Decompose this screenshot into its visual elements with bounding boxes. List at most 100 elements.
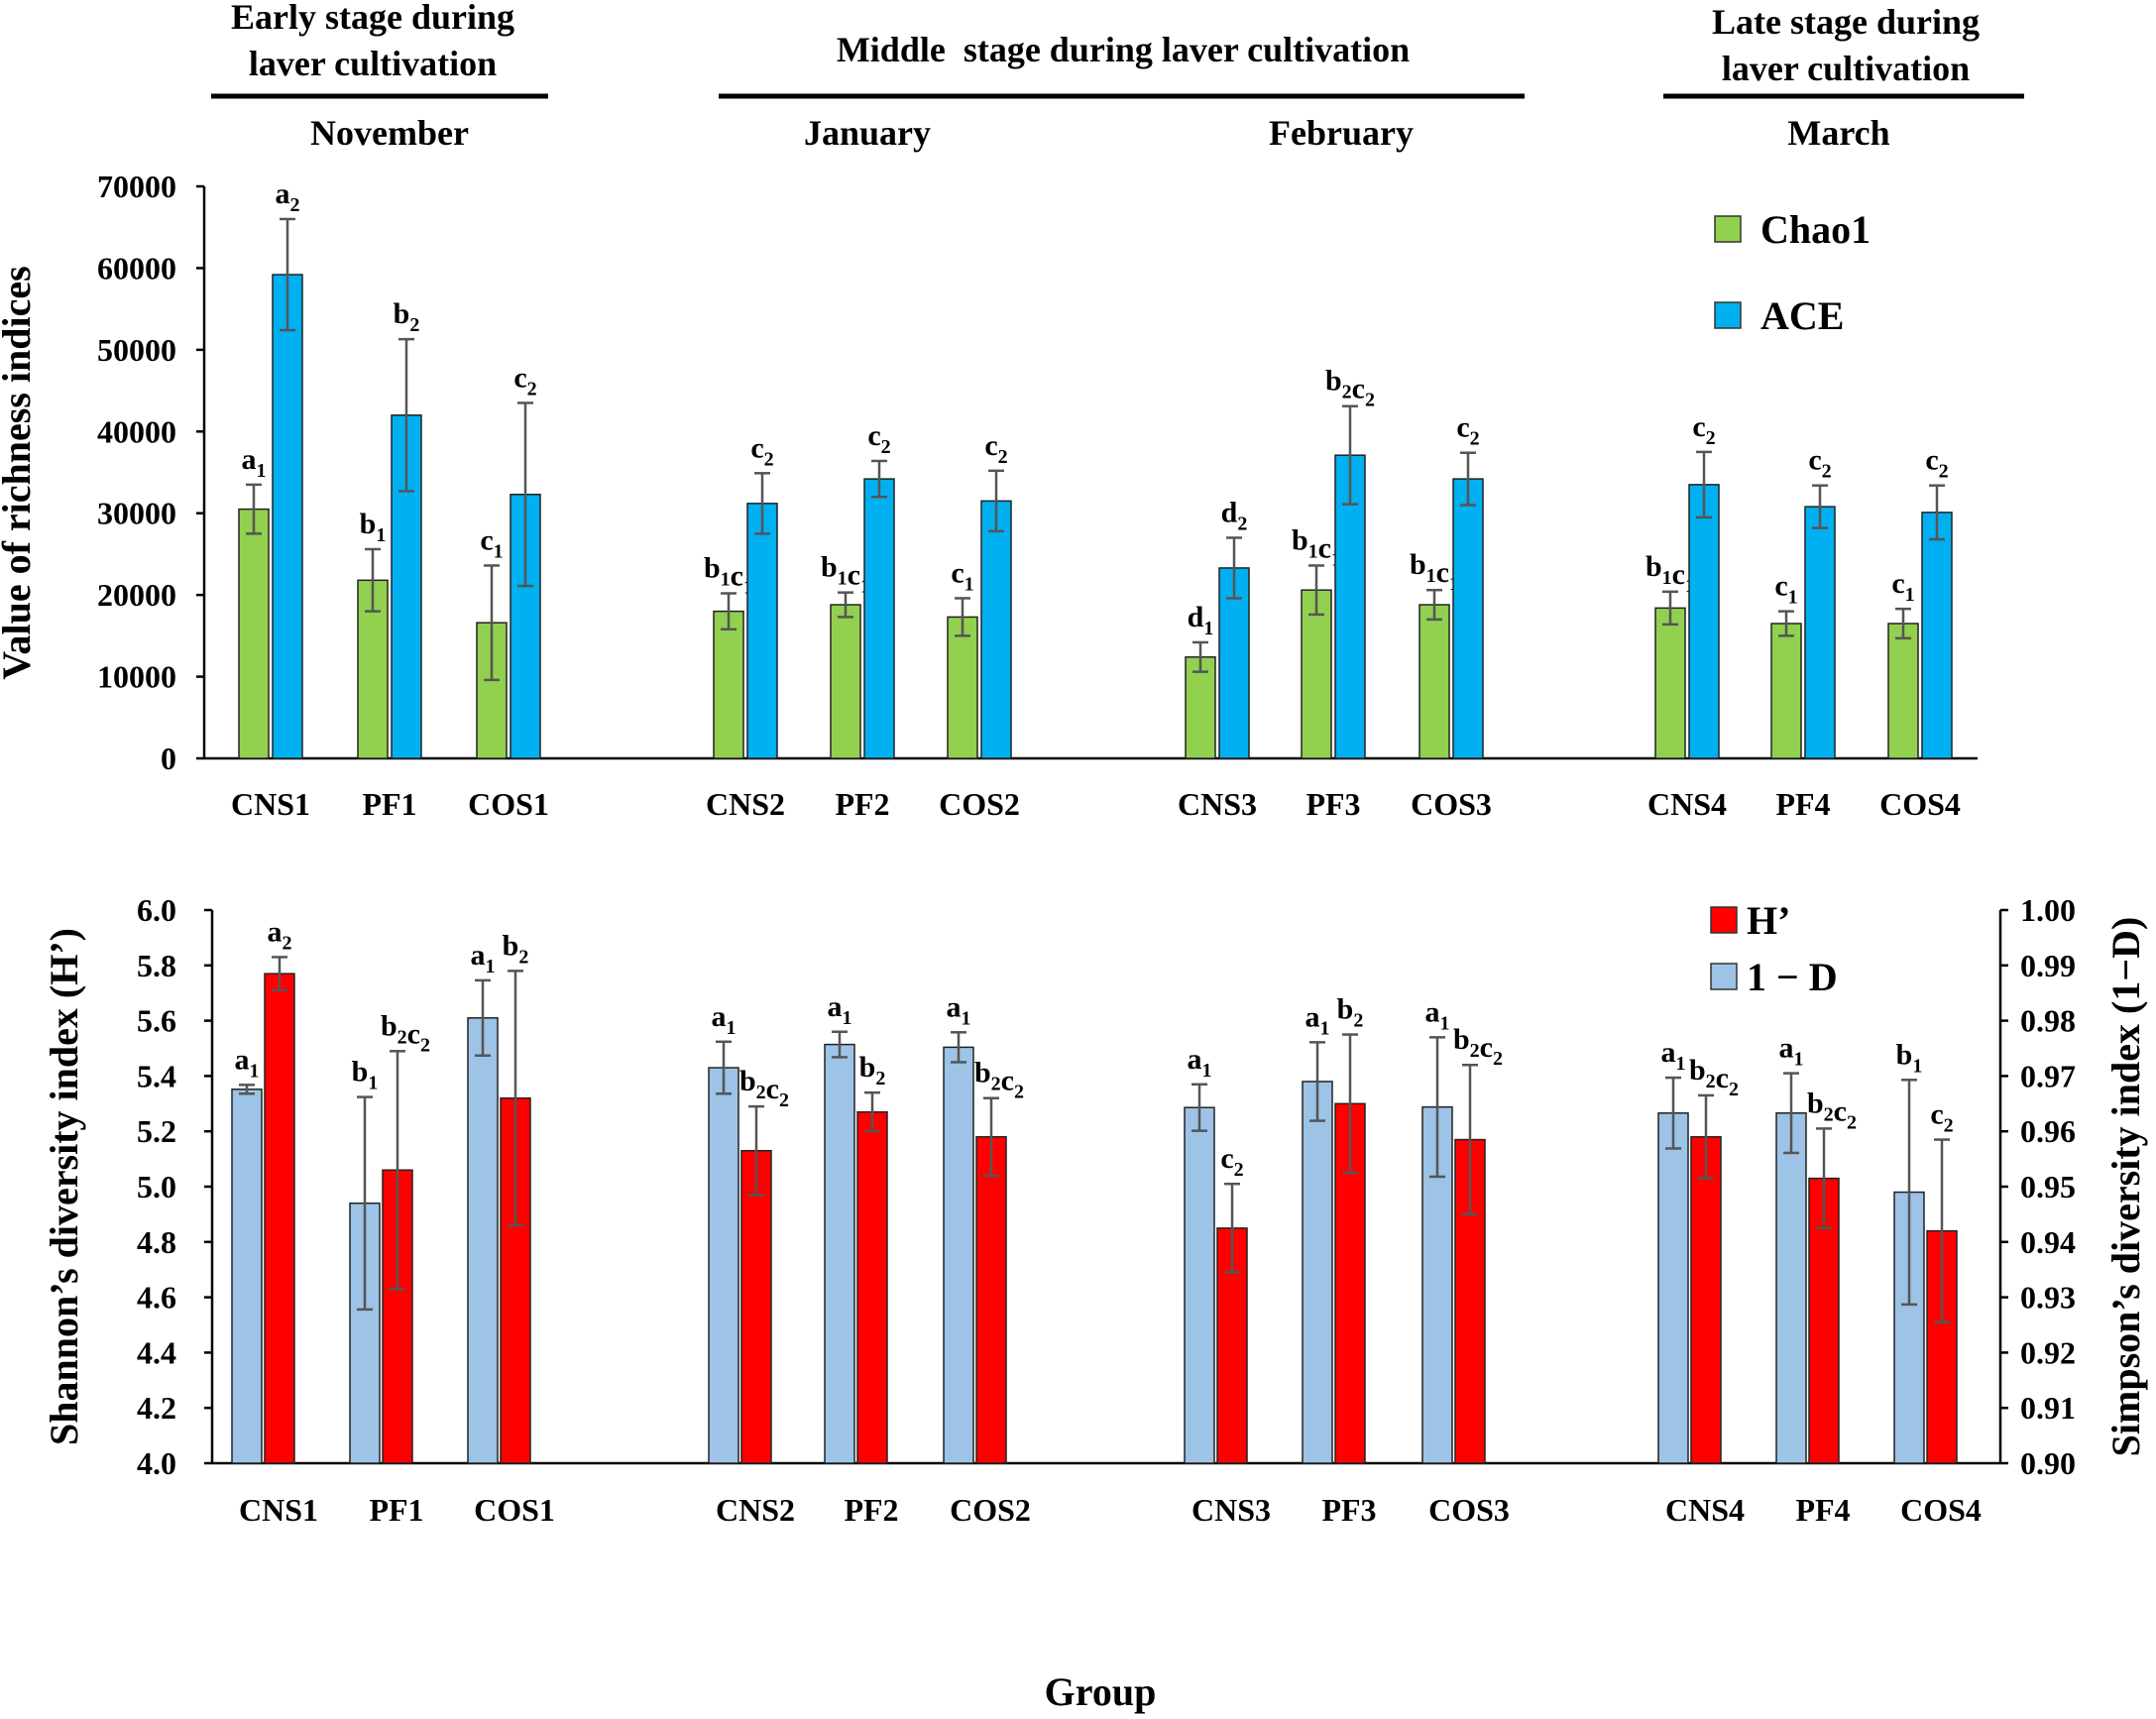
top-category-label: PF3 bbox=[1305, 786, 1360, 822]
sig-label-chao1: c1 bbox=[1891, 567, 1914, 606]
legend-ace-label: ACE bbox=[1760, 293, 1844, 338]
legend-h-swatch bbox=[1710, 906, 1738, 934]
sig-label-ace: d2 bbox=[1221, 496, 1248, 534]
top-y-tick-label: 70000 bbox=[97, 169, 176, 204]
bottom-y2-tick-label: 1.00 bbox=[2020, 892, 2076, 928]
sig-label-chao1: b1 bbox=[360, 508, 387, 546]
sig-label-h: b2c2 bbox=[739, 1065, 789, 1111]
sig-label-simpson: a1 bbox=[828, 990, 852, 1029]
bottom-category-label: CNS3 bbox=[1191, 1492, 1271, 1528]
bottom-category-label: COS1 bbox=[474, 1492, 555, 1528]
bar-chao1-CNS2 bbox=[713, 610, 744, 759]
sig-label-simpson: a1 bbox=[1305, 1000, 1330, 1039]
top-y-axis-title: Value of richness indices bbox=[0, 266, 39, 679]
sig-label-simpson: b1 bbox=[1896, 1038, 1923, 1077]
bottom-y-tick-label: 5.0 bbox=[137, 1169, 176, 1204]
sig-label-ace: a2 bbox=[276, 177, 300, 216]
legend-simpson-label: 1 − D bbox=[1747, 955, 1838, 999]
stage-late-line2: laver cultivation bbox=[1722, 49, 1970, 88]
sig-label-simpson: a1 bbox=[235, 1043, 260, 1082]
top-y-tick-label: 60000 bbox=[97, 250, 176, 286]
bar-simpson-CNS4 bbox=[1657, 1112, 1689, 1464]
bottom-y-tick-label: 5.8 bbox=[137, 948, 176, 983]
stage-early-line2: laver cultivation bbox=[249, 44, 497, 83]
month-january: January bbox=[804, 113, 931, 153]
stage-early-line1: Early stage during bbox=[231, 0, 514, 37]
bar-chao1-CNS4 bbox=[1654, 607, 1686, 759]
bar-chao1-PF3 bbox=[1301, 589, 1332, 759]
bottom-category-label: COS2 bbox=[950, 1492, 1031, 1528]
bar-chao1-PF1 bbox=[357, 579, 389, 759]
bar-ace-PF4 bbox=[1804, 506, 1836, 759]
sig-label-chao1: c1 bbox=[480, 523, 503, 562]
sig-label-h: b2c2 bbox=[974, 1057, 1024, 1103]
bar-chao1-CNS3 bbox=[1185, 656, 1216, 759]
sig-label-h: b2c2 bbox=[381, 1009, 430, 1056]
top-category-label: COS4 bbox=[1879, 786, 1961, 822]
bar-h-CNS2 bbox=[740, 1149, 772, 1464]
bottom-y2-tick-label: 0.93 bbox=[2020, 1280, 2076, 1316]
bar-h-CNS1 bbox=[264, 973, 295, 1464]
month-november: November bbox=[310, 113, 469, 153]
sig-label-simpson: a1 bbox=[1425, 995, 1450, 1034]
bar-simpson-CNS1 bbox=[231, 1089, 263, 1464]
sig-label-ace: c2 bbox=[1692, 410, 1715, 449]
sig-label-h: c2 bbox=[1930, 1098, 1953, 1137]
sig-label-h: b2 bbox=[503, 929, 529, 968]
bar-simpson-PF4 bbox=[1775, 1112, 1807, 1464]
bar-simpson-CNS3 bbox=[1184, 1106, 1215, 1464]
bottom-y2-axis-title: Simpson’s diversity index (1−D) bbox=[2103, 917, 2148, 1457]
top-y-tick-label: 50000 bbox=[97, 332, 176, 368]
bar-ace-PF1 bbox=[391, 414, 422, 759]
bottom-category-label: COS3 bbox=[1428, 1492, 1510, 1528]
bottom-y2-tick-label: 0.96 bbox=[2020, 1113, 2076, 1149]
bar-h-CNS4 bbox=[1690, 1136, 1722, 1464]
top-y-tick-label: 0 bbox=[161, 741, 176, 776]
bottom-y2-tick-label: 0.97 bbox=[2020, 1058, 2076, 1093]
top-category-label: PF2 bbox=[835, 786, 889, 822]
stage-headers: Early stage during laver cultivation Nov… bbox=[211, 0, 2024, 153]
top-category-label: COS3 bbox=[1411, 786, 1492, 822]
bottom-category-label: CNS4 bbox=[1665, 1492, 1745, 1528]
sig-label-chao1: c1 bbox=[951, 556, 973, 595]
top-category-label: PF4 bbox=[1775, 786, 1830, 822]
sig-label-h: b2 bbox=[859, 1051, 886, 1089]
top-category-label: CNS2 bbox=[706, 786, 785, 822]
top-y-tick-label: 10000 bbox=[97, 659, 176, 695]
sig-label-ace: c2 bbox=[513, 361, 536, 400]
bottom-category-label: COS4 bbox=[1900, 1492, 1982, 1528]
sig-label-ace: c2 bbox=[1808, 444, 1831, 483]
bar-chao1-PF2 bbox=[830, 604, 861, 759]
sig-label-simpson: a1 bbox=[1779, 1032, 1804, 1071]
bar-ace-CNS4 bbox=[1688, 484, 1720, 759]
bottom-y-tick-label: 4.6 bbox=[137, 1280, 176, 1316]
top-category-label: COS1 bbox=[468, 786, 549, 822]
sig-label-simpson: a1 bbox=[471, 939, 496, 977]
top-y-tick-label: 30000 bbox=[97, 496, 176, 531]
sig-label-h: b2c2 bbox=[1689, 1054, 1739, 1100]
richness-chart: Value of richness indices 0 10000 20000 300… bbox=[0, 169, 1978, 822]
bar-chao1-PF4 bbox=[1770, 623, 1802, 759]
bottom-y-axis-title: Shannon’s diversity index (H’) bbox=[42, 928, 86, 1445]
diversity-chart: Shannon’s diversity index (H’) Simpson’s… bbox=[42, 892, 2148, 1714]
bottom-category-label: CNS1 bbox=[239, 1492, 318, 1528]
sig-label-h: b2 bbox=[1337, 993, 1364, 1032]
sig-label-ace: c2 bbox=[1456, 411, 1479, 450]
sig-label-chao1: a1 bbox=[242, 443, 267, 482]
legend-h-label: H’ bbox=[1747, 898, 1790, 943]
top-legend: Chao1 ACE bbox=[1714, 207, 1871, 338]
bottom-y2-tick-label: 0.92 bbox=[2020, 1334, 2076, 1370]
sig-label-h: a2 bbox=[268, 915, 292, 954]
sig-label-chao1: c1 bbox=[1774, 570, 1797, 609]
bottom-y2-tick-label: 0.90 bbox=[2020, 1445, 2076, 1481]
top-y-tick-label: 20000 bbox=[97, 577, 176, 613]
top-category-label: PF1 bbox=[362, 786, 416, 822]
bar-chao1-COS3 bbox=[1418, 604, 1450, 759]
legend-simpson-swatch bbox=[1710, 963, 1738, 990]
bottom-y2-tick-label: 0.99 bbox=[2020, 948, 2076, 983]
month-february: February bbox=[1269, 113, 1414, 153]
